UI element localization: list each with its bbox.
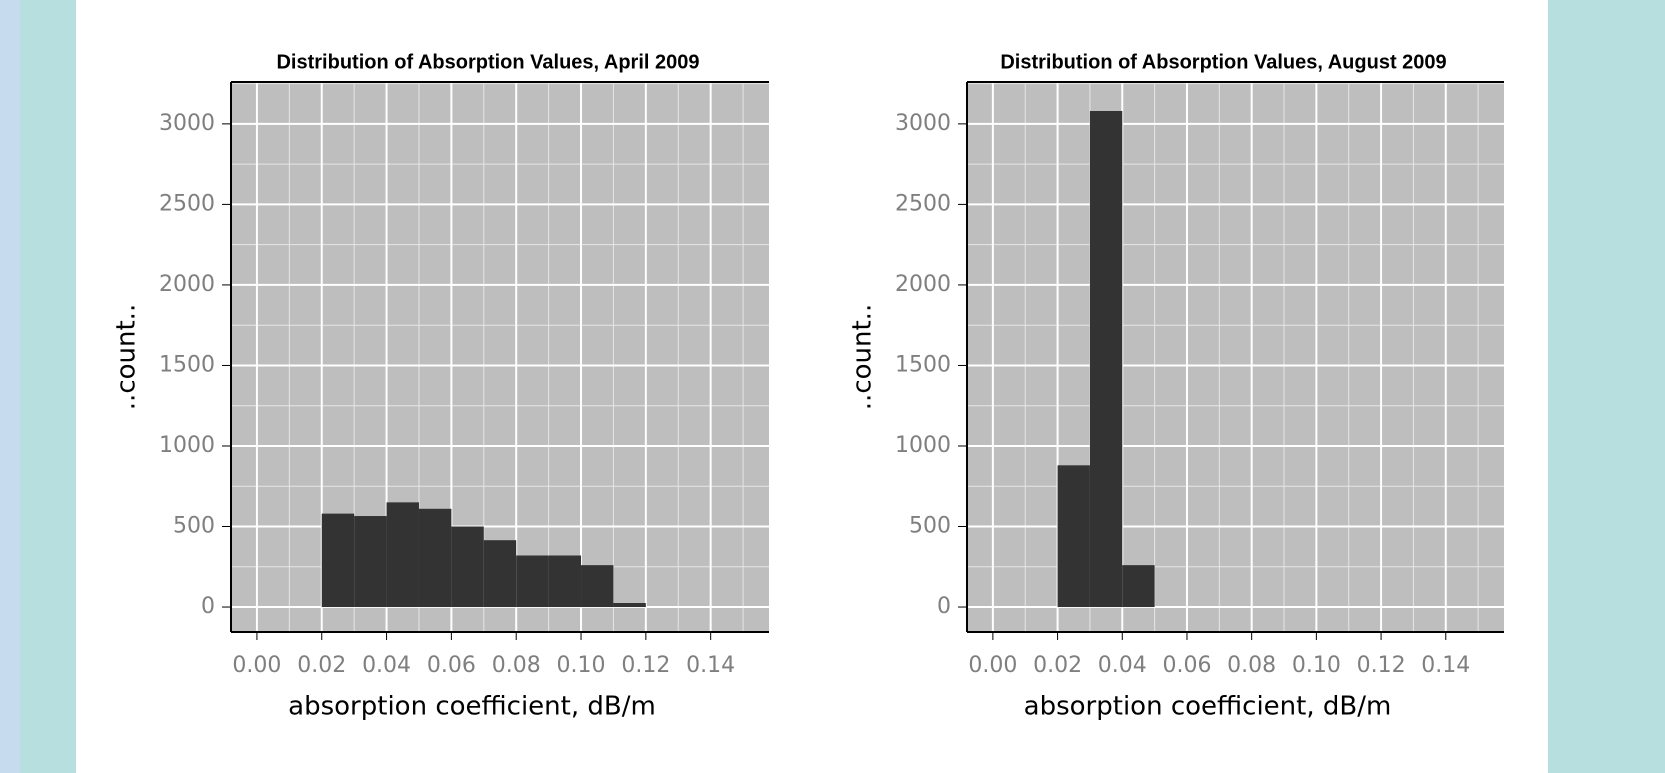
y-tick-label: 0 (937, 594, 951, 619)
x-tick-label: 0.08 (1227, 653, 1276, 678)
x-tick-label: 0.10 (1292, 653, 1341, 678)
chart-title: Distribution of Absorption Values, April… (276, 51, 699, 73)
x-tick-label: 0.14 (1421, 653, 1470, 678)
bar (581, 565, 614, 608)
y-tick-label: 2500 (895, 191, 951, 216)
x-axis-label: absorption coefficient, dB/m (1024, 692, 1392, 722)
x-tick-label: 0.04 (362, 653, 411, 678)
bar (451, 526, 484, 608)
chart-title: Distribution of Absorption Values, Augus… (1000, 51, 1446, 73)
y-tick-label: 1000 (159, 433, 215, 458)
y-tick-label: 1500 (895, 352, 951, 377)
y-tick-label: 3000 (159, 111, 215, 136)
bar (548, 555, 582, 608)
bar (386, 502, 419, 608)
y-tick-label: 3000 (895, 111, 951, 136)
y-axis-label: ..count.. (112, 304, 142, 410)
y-tick-label: 2000 (895, 272, 951, 297)
bar (354, 516, 387, 608)
x-tick-label: 0.04 (1098, 653, 1147, 678)
y-axis-label: ..count.. (848, 304, 878, 410)
plot-background (967, 82, 1504, 632)
bar (613, 603, 646, 608)
x-axis-label: absorption coefficient, dB/m (288, 692, 656, 722)
x-tick-label: 0.14 (686, 653, 735, 678)
y-tick-label: 2000 (159, 272, 215, 297)
bar (321, 513, 355, 608)
y-tick-label: 0 (201, 594, 215, 619)
x-tick-label: 0.10 (557, 653, 606, 678)
x-tick-label: 0.02 (1033, 653, 1082, 678)
x-tick-label: 0.06 (427, 653, 476, 678)
y-tick-label: 1500 (159, 352, 215, 377)
x-tick-label: 0.06 (1162, 653, 1211, 678)
bar (418, 508, 452, 608)
x-tick-label: 0.12 (621, 653, 670, 678)
x-tick-label: 0.08 (492, 653, 541, 678)
x-tick-label: 0.12 (1357, 653, 1406, 678)
bar (483, 540, 517, 608)
bar (1057, 465, 1090, 608)
y-tick-label: 2500 (159, 191, 215, 216)
bar (1122, 565, 1155, 608)
x-tick-label: 0.00 (232, 653, 281, 678)
x-tick-label: 0.02 (297, 653, 346, 678)
bar (1089, 110, 1123, 608)
bar (516, 555, 549, 608)
y-tick-label: 500 (909, 514, 951, 539)
x-tick-label: 0.00 (968, 653, 1017, 678)
y-tick-label: 500 (173, 514, 215, 539)
side-strip (0, 0, 20, 773)
y-tick-label: 1000 (895, 433, 951, 458)
